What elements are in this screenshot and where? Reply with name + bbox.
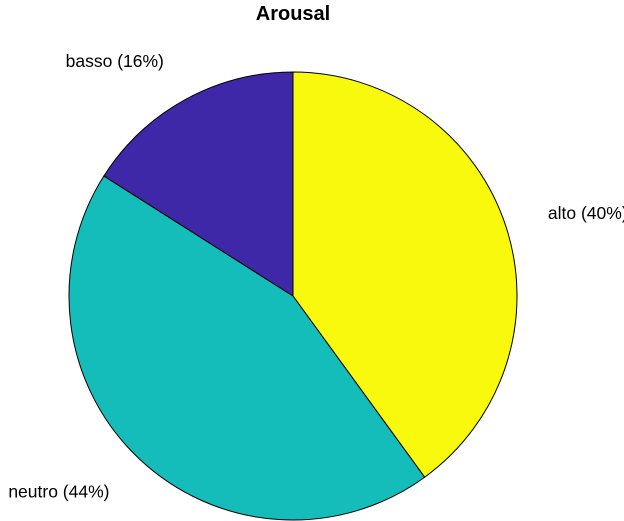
pie-slice-neutro (68, 175, 426, 521)
pie-label-basso: basso (16%) (66, 51, 164, 71)
pie-slice-alto (292, 71, 518, 478)
pie-slices (68, 71, 518, 521)
chart-title: Arousal (256, 3, 330, 25)
pie-slice-basso (103, 71, 294, 297)
pie-label-alto: alto (40%) (548, 203, 624, 223)
pie-label-neutro: neutro (44%) (8, 481, 109, 501)
pie-labels: alto (40%) neutro (44%) basso (16%) (8, 51, 624, 501)
